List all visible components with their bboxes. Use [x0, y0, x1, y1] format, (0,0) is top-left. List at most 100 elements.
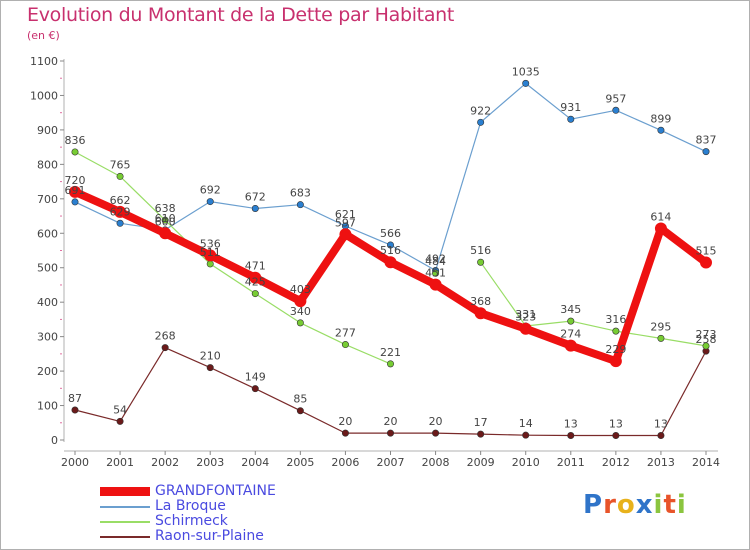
- data-point-raon-sur-plaine: [341, 429, 349, 437]
- data-label-raon-sur-plaine: 87: [68, 392, 82, 405]
- data-point-la-broque: [386, 241, 394, 249]
- data-point-schirmeck: [567, 317, 575, 325]
- data-label-grandfontaine: 515: [696, 245, 717, 258]
- x-tick-label: 2009: [467, 456, 495, 469]
- x-tick-label: 2014: [692, 456, 720, 469]
- data-point-raon-sur-plaine: [657, 432, 665, 440]
- data-point-la-broque: [612, 106, 620, 114]
- data-point-schirmeck: [116, 172, 124, 180]
- chart-unit: (en €): [27, 29, 60, 42]
- data-label-schirmeck: 511: [200, 246, 221, 259]
- data-point-la-broque: [657, 126, 665, 134]
- series-line-schirmeck: [74, 151, 392, 365]
- data-point-raon-sur-plaine: [522, 431, 530, 439]
- y-tick-label: 800: [37, 158, 58, 171]
- data-point-grandfontaine: [159, 227, 172, 240]
- logo-letter: o: [616, 490, 636, 520]
- data-point-raon-sur-plaine: [71, 406, 79, 414]
- data-point-raon-sur-plaine: [161, 344, 169, 352]
- data-label-grandfontaine: 274: [560, 328, 581, 341]
- data-point-raon-sur-plaine: [251, 385, 259, 393]
- x-tick-label: 2000: [61, 456, 89, 469]
- data-point-grandfontaine: [474, 307, 487, 320]
- data-label-schirmeck: 765: [110, 158, 131, 171]
- data-label-schirmeck: 295: [650, 320, 671, 333]
- data-label-la-broque: 691: [65, 184, 86, 197]
- data-point-raon-sur-plaine: [296, 407, 304, 415]
- data-point-raon-sur-plaine: [386, 429, 394, 437]
- data-label-raon-sur-plaine: 17: [474, 416, 488, 429]
- data-point-schirmeck: [251, 290, 259, 298]
- data-label-grandfontaine: 662: [110, 194, 131, 207]
- data-point-schirmeck: [296, 319, 304, 327]
- data-point-schirmeck: [386, 360, 394, 368]
- data-label-grandfontaine: 403: [290, 283, 311, 296]
- data-point-raon-sur-plaine: [612, 432, 620, 440]
- data-point-grandfontaine: [204, 249, 217, 262]
- data-label-grandfontaine: 597: [335, 216, 356, 229]
- legend-swatch: [100, 487, 150, 496]
- data-label-schirmeck: 277: [335, 327, 356, 340]
- data-label-la-broque: 621: [335, 208, 356, 221]
- data-label-la-broque: 931: [560, 101, 581, 114]
- data-label-la-broque: 566: [380, 227, 401, 240]
- legend-label: Schirmeck: [155, 513, 228, 529]
- data-label-grandfontaine: 368: [470, 295, 491, 308]
- data-point-la-broque: [522, 79, 530, 87]
- data-point-raon-sur-plaine: [567, 432, 575, 440]
- logo-letter: i: [653, 490, 664, 520]
- chart-title: Evolution du Montant de la Dette par Hab…: [27, 4, 455, 26]
- data-point-grandfontaine: [339, 228, 352, 241]
- data-label-la-broque: 899: [650, 112, 671, 125]
- data-point-la-broque: [251, 204, 259, 212]
- legend-item-la-broque: La Broque: [100, 499, 400, 515]
- data-label-grandfontaine: 600: [155, 215, 176, 228]
- y-tick-label: 0: [51, 434, 58, 447]
- legend-swatch: [100, 536, 150, 538]
- data-point-grandfontaine: [700, 256, 712, 269]
- y-tick-label: 600: [37, 227, 58, 240]
- data-point-schirmeck: [161, 216, 169, 224]
- data-point-la-broque: [702, 148, 710, 156]
- y-tick-label: 300: [37, 331, 58, 344]
- data-label-schirmeck: 836: [65, 134, 86, 147]
- data-point-grandfontaine: [294, 295, 307, 308]
- legend-item-schirmeck: Schirmeck: [100, 514, 400, 530]
- data-label-la-broque: 683: [290, 187, 311, 200]
- data-label-grandfontaine: 516: [380, 244, 401, 257]
- x-tick-label: 2007: [377, 456, 405, 469]
- data-point-schirmeck: [477, 258, 485, 266]
- data-label-raon-sur-plaine: 85: [293, 393, 307, 406]
- data-label-raon-sur-plaine: 20: [429, 415, 443, 428]
- data-point-raon-sur-plaine: [477, 430, 485, 438]
- data-point-grandfontaine: [249, 271, 262, 284]
- legend-label: La Broque: [155, 498, 226, 514]
- data-label-schirmeck: 221: [380, 346, 401, 359]
- data-label-grandfontaine: 614: [650, 210, 671, 223]
- data-point-schirmeck: [432, 269, 440, 277]
- x-tick-label: 2005: [286, 456, 314, 469]
- x-tick-label: 2002: [151, 456, 179, 469]
- data-label-la-broque: 610: [155, 212, 176, 225]
- logo-letter: P: [583, 490, 604, 520]
- data-point-grandfontaine: [114, 205, 127, 218]
- x-tick-label: 2001: [106, 456, 134, 469]
- data-point-grandfontaine: [519, 322, 532, 335]
- data-point-schirmeck: [206, 260, 214, 268]
- x-tick-label: 2004: [241, 456, 269, 469]
- data-label-schirmeck: 340: [290, 305, 311, 318]
- data-label-la-broque: 692: [200, 184, 221, 197]
- y-tick-label: 400: [37, 296, 58, 309]
- data-label-raon-sur-plaine: 258: [696, 333, 717, 346]
- series-line-schirmeck: [480, 261, 707, 347]
- data-label-grandfontaine: 536: [200, 237, 221, 250]
- data-point-la-broque: [116, 219, 124, 227]
- legend-item-raon-sur-plaine: Raon-sur-Plaine: [100, 529, 400, 545]
- data-label-raon-sur-plaine: 149: [245, 371, 266, 384]
- data-label-schirmeck: 425: [245, 276, 266, 289]
- data-point-raon-sur-plaine: [116, 417, 124, 425]
- legend-label: GRANDFONTAINE: [155, 483, 276, 499]
- x-tick-label: 2010: [512, 456, 540, 469]
- data-point-grandfontaine: [609, 355, 622, 368]
